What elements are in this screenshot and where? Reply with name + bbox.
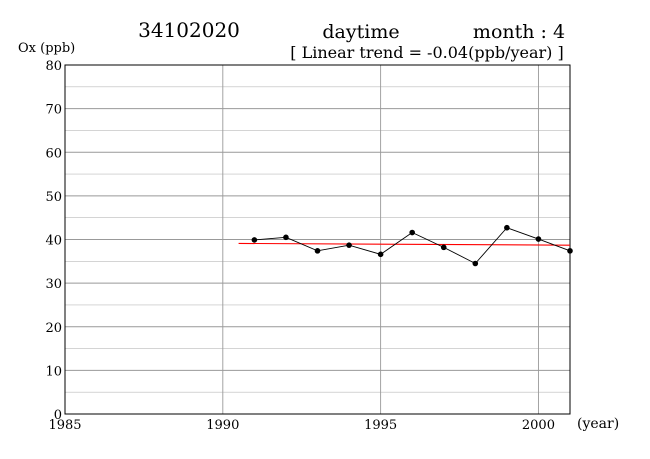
data-point xyxy=(251,237,258,243)
y-axis-label: Ox (ppb) xyxy=(18,41,75,56)
y-tick-label: 30 xyxy=(45,277,62,292)
y-tick-label: 80 xyxy=(45,59,62,74)
period-label: daytime xyxy=(322,21,399,43)
month-label: month : 4 xyxy=(473,21,565,43)
x-tick-label: 1985 xyxy=(48,418,81,433)
y-tick-label: 60 xyxy=(45,146,62,161)
x-tick-label: 1990 xyxy=(206,418,239,433)
x-tick-label: 2000 xyxy=(522,418,555,433)
data-point xyxy=(440,244,447,251)
y-tick-label: 40 xyxy=(45,234,62,249)
data-point xyxy=(346,242,352,248)
data-point xyxy=(535,236,542,242)
grid xyxy=(64,64,570,415)
y-tick-label: 50 xyxy=(45,190,62,205)
x-tick-label: 1995 xyxy=(364,418,397,433)
y-tick-label: 70 xyxy=(45,103,62,118)
plot-frame xyxy=(64,64,571,415)
data-point xyxy=(504,224,510,231)
y-tick-label: 10 xyxy=(45,364,62,379)
trend-label: [ Linear trend = -0.04(ppb/year) ] xyxy=(290,43,563,62)
station-code: 34102020 xyxy=(138,18,240,42)
data-point xyxy=(409,229,415,236)
series-layer xyxy=(238,224,573,267)
data-point xyxy=(472,260,479,267)
x-axis-label: (year) xyxy=(577,416,619,432)
data-point xyxy=(314,248,321,254)
data-point xyxy=(377,251,384,258)
trend-line xyxy=(238,242,571,246)
axes: 0 10 20 30 40 50 60 70 80 1985 1990 1995 2000 xyxy=(45,59,571,433)
y-tick-label: 20 xyxy=(45,321,62,336)
data-point xyxy=(283,234,289,241)
y-tick-label: 0 xyxy=(54,408,62,423)
data-point xyxy=(567,248,573,254)
